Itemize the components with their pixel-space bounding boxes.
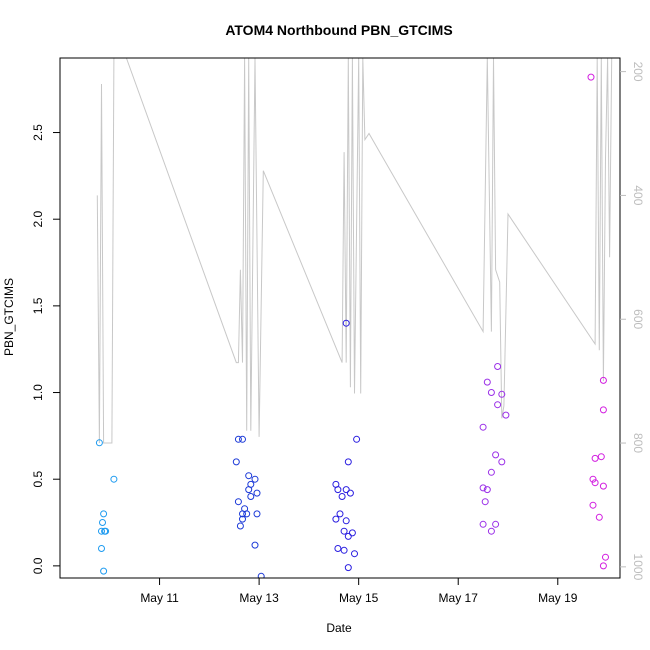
data-point [492,520,500,528]
data-point [591,454,599,462]
data-point [492,451,500,459]
data-point [336,510,344,518]
y-axis-label: PBN_GTCIMS [2,278,16,356]
y-tick-label: 0.5 [31,471,45,488]
data-point [479,520,487,528]
data-point [599,376,607,384]
x-tick-label: May 17 [439,591,479,605]
data-point [587,73,595,81]
data-point [591,479,599,487]
secondary-y-tick-label: 800 [631,433,645,453]
y-tick-label: 1.0 [31,384,45,401]
data-point [100,510,108,518]
data-point [599,406,607,414]
data-point [494,401,502,409]
data-point [232,458,240,466]
data-point [483,378,491,386]
data-point [332,515,340,523]
chart-title: ATOM4 Northbound PBN_GTCIMS [225,22,452,38]
data-point [251,475,259,483]
y-tick-label: 1.5 [31,297,45,314]
data-point [98,527,105,535]
y-tick-label: 0.0 [31,557,45,574]
data-point [245,486,253,494]
axes-layer: May 11 May 13 May 15 May 17 May 19 0.0 0.5 1.0 1… [31,57,645,605]
data-point [479,484,487,492]
data-point [589,475,597,483]
data-point [245,472,253,480]
data-point [599,562,607,570]
x-axis-label: Date [326,621,352,635]
data-point [99,519,106,526]
data-point [348,529,356,537]
data-point [253,510,261,518]
data-point [502,411,510,419]
data-point [100,567,108,575]
x-tick-label: May 15 [339,591,379,605]
data-point [340,546,348,554]
secondary-y-tick-label: 600 [631,309,645,329]
data-point [251,541,259,549]
data-point [342,319,350,327]
data-point [353,435,361,443]
data-point [239,510,246,518]
x-tick-label: May 19 [538,591,578,605]
data-point [498,458,506,466]
data-point [98,545,105,552]
plot-frame [59,57,621,579]
data-point [340,527,348,535]
data-point [597,453,605,461]
y-tick-label: 2.0 [31,211,45,228]
data-point [342,517,350,525]
data-point [351,550,358,558]
data-point [487,527,495,535]
data-point [236,522,244,530]
data-point [344,564,352,572]
data-point [481,498,489,506]
data-point [498,390,506,398]
data-point [102,527,110,535]
x-tick-label: May 11 [140,591,179,605]
x-tick-label: May 13 [239,591,279,605]
data-point [334,486,342,494]
data-point [95,439,103,447]
data-point [483,486,491,494]
data-point [234,435,242,443]
data-point [257,572,265,578]
data-point [589,501,597,509]
data-point [344,458,352,466]
data-point [344,532,352,540]
data-point [239,435,246,443]
overlay-line [96,58,613,444]
data-point [479,423,487,431]
secondary-y-tick-label: 1000 [631,554,645,581]
data-point [494,363,502,370]
secondary-y-tick-label: 200 [631,62,645,82]
data-point [253,489,261,497]
data-point [346,489,354,497]
data-point [342,486,350,494]
secondary-y-tick-label: 400 [631,185,645,205]
data-point [243,510,251,518]
overlay-layer [96,58,613,444]
data-point [234,498,242,506]
data-point [487,389,495,396]
data-point [239,515,246,523]
points-layer [95,73,609,578]
data-point [602,553,609,561]
data-point [334,545,342,552]
y-tick-label: 2.5 [31,124,45,141]
data-point [487,468,495,476]
data-point [338,493,346,500]
data-point [247,493,255,500]
data-point [110,475,118,483]
data-point [595,513,603,521]
data-point [599,482,607,490]
